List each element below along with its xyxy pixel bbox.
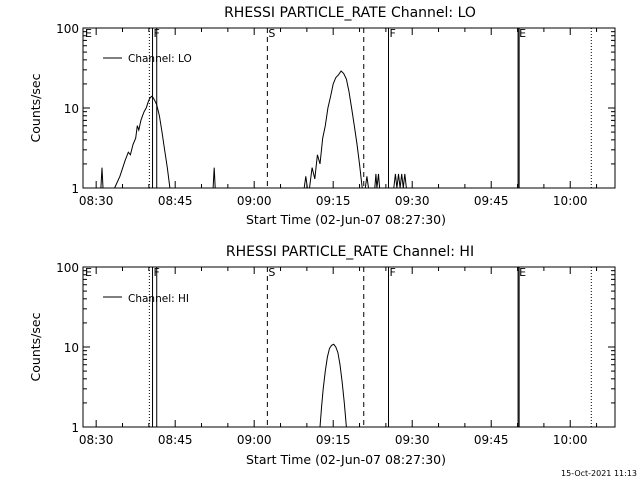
- x-tick-label: 09:30: [395, 194, 430, 208]
- event-marker-label: F: [390, 266, 396, 279]
- y-tick-label: 100: [56, 22, 79, 36]
- lo-channel-panel: RHESSI PARTICLE_RATE Channel: LO Start T…: [28, 5, 616, 227]
- series-line: [114, 95, 171, 189]
- y-axis-label: Counts/sec: [28, 312, 43, 381]
- event-marker-label: E: [519, 266, 526, 279]
- y-tick-label: 10: [64, 102, 79, 116]
- x-tick-label: 09:30: [395, 433, 430, 447]
- series-line: [364, 176, 369, 189]
- chart-title: RHESSI PARTICLE_RATE Channel: HI: [226, 244, 474, 260]
- plot-frame: [82, 266, 616, 428]
- generated-timestamp: 15-Oct-2021 11:13: [561, 469, 637, 478]
- x-tick-label: 09:00: [237, 194, 272, 208]
- event-marker-label: E: [85, 266, 92, 279]
- series-line: [100, 167, 104, 189]
- y-tick-label: 1: [71, 182, 79, 196]
- series-line: [212, 167, 216, 189]
- x-tick-label: 09:15: [316, 433, 351, 447]
- x-tick-label: 10:00: [553, 433, 588, 447]
- y-tick-label: 100: [56, 261, 79, 275]
- x-tick-label: 09:15: [316, 194, 351, 208]
- chart-title: RHESSI PARTICLE_RATE Channel: LO: [224, 5, 476, 21]
- x-tick-label: 10:00: [553, 194, 588, 208]
- x-tick-label: 09:00: [237, 433, 272, 447]
- y-axis-label: Counts/sec: [28, 73, 43, 142]
- x-axis-label: Start Time (02-Jun-07 08:27:30): [246, 212, 446, 227]
- event-marker-label: E: [519, 27, 526, 40]
- x-tick-label: 09:45: [474, 433, 509, 447]
- event-marker-label: S: [268, 266, 275, 279]
- x-tick-label: 08:45: [158, 433, 193, 447]
- y-tick-label: 1: [71, 421, 79, 435]
- x-tick-label: 08:30: [79, 194, 114, 208]
- event-marker-label: S: [268, 27, 275, 40]
- series-line: [303, 176, 308, 189]
- x-axis-label: Start Time (02-Jun-07 08:27:30): [246, 452, 446, 467]
- series-line: [309, 70, 363, 189]
- series-line: [393, 173, 407, 189]
- event-marker-label: F: [390, 27, 396, 40]
- y-tick-label: 10: [64, 341, 79, 355]
- legend-label: Channel: LO: [128, 53, 192, 65]
- plot-frame: [82, 27, 616, 189]
- x-tick-label: 08:45: [158, 194, 193, 208]
- hi-channel-panel: RHESSI PARTICLE_RATE Channel: HI Start T…: [28, 244, 616, 467]
- x-tick-label: 08:30: [79, 433, 114, 447]
- legend-label: Channel: HI: [128, 293, 189, 305]
- series-line: [319, 343, 347, 428]
- x-tick-label: 09:45: [474, 194, 509, 208]
- series-line: [374, 173, 381, 189]
- event-marker-label: E: [85, 27, 92, 40]
